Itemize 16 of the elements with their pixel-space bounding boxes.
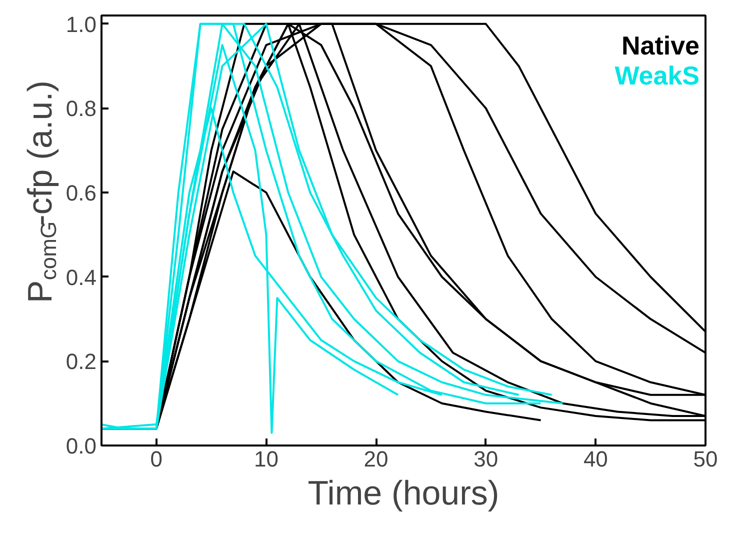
x-tick-label: 20: [364, 446, 388, 472]
text: Native: [621, 30, 700, 60]
y-tick-label: 0.8: [66, 96, 97, 122]
y-axis-title: PcomG-cfp (a.u.): [22, 80, 61, 303]
x-tick-label: 0: [150, 446, 163, 472]
x-tick-label: 40: [583, 446, 608, 472]
y-tick-label: 0.2: [66, 349, 97, 374]
y-tick-label: 0.6: [66, 180, 97, 206]
x-axis-title: Time (hours): [308, 474, 500, 512]
y-tick-label: 1.0: [66, 12, 97, 37]
y-tick-label: 0.4: [66, 264, 97, 290]
x-tick-label: 50: [693, 446, 718, 472]
y-tick-label: 0.0: [66, 434, 97, 458]
x-tick-label: 30: [474, 446, 498, 472]
x-tick-label: 10: [254, 446, 278, 472]
text: WeakS: [614, 60, 700, 90]
